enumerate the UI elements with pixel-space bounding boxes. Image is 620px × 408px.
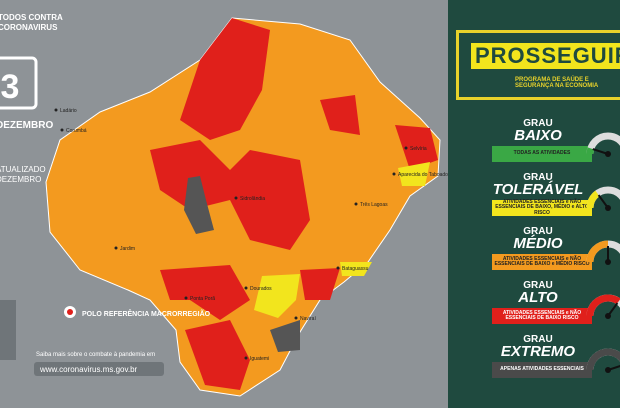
city-dot [354,202,358,206]
gauge [586,132,620,157]
city-label: Iguatemi [250,356,269,362]
program-box: PROSSEGUIR PROGRAMA DE SAÚDE E SEGURANÇA… [456,30,620,100]
city-dot [294,316,298,320]
legend-panel: PROSSEGUIR PROGRAMA DE SAÚDE E SEGURANÇA… [448,0,620,408]
region-alto [185,320,250,390]
city-dot [60,128,64,132]
day: 3 [1,68,20,106]
region-alto [160,265,250,320]
city-dot [114,246,118,250]
region-extremo [270,320,300,352]
city-dot [54,108,58,112]
gauge [586,348,620,373]
city-labels: Corumbá Ladário Três Lagoas Aparecida do Ta… [54,108,448,362]
gov-logo [0,300,16,360]
city-dot [234,196,238,200]
gauge-arc [586,190,600,209]
city-dot [392,172,396,176]
region-toleravel [254,274,300,318]
updated: DEZEMBRO [0,175,41,184]
map: TODOS CONTRA CORONAVIRUS 3 DEZEMBRO ATUA… [0,13,448,397]
gauge-hub [605,205,611,211]
city-label: Selvíria [410,146,427,152]
region-alto [150,140,310,250]
level-description: ATIVIDADES ESSENCIAIS e NÃO ESSENCIAIS D… [492,308,592,324]
gauge-arc [586,240,609,263]
level: GRAU ALTO ATIVIDADES ESSENCIAIS e NÃO ESSE… [448,280,620,330]
region-extremo [184,176,214,234]
city-dot [184,296,188,300]
city-label: Bataguassu [342,266,369,272]
gauge [586,240,620,265]
gauge [586,186,620,211]
gauge-arc [586,348,620,371]
polo-icon [67,309,73,315]
gauge-hub [605,259,611,265]
level-grau: GRAU [523,118,553,129]
level-description: ATIVIDADES ESSENCIAIS e NÃO ESSENCIAIS D… [492,254,592,270]
gauge-hub [605,151,611,157]
region-toleravel [398,162,430,186]
city-dot [404,146,408,150]
level-description: TODAS AS ATIVIDADES [492,146,592,162]
level-description: ATIVIDADES ESSENCIAIS e NÃO ESSENCIAIS D… [492,199,592,216]
gauge-arc [586,132,620,155]
city-label: Jardim [120,246,135,252]
gauge [586,294,620,319]
region-alto [395,125,438,170]
city-label: Ponta Porã [190,296,215,302]
gauge-hub [605,313,611,319]
level: GRAU TOLERÁVEL ATIVIDADES ESSENCIAIS e NÃO… [448,172,620,222]
city-label: Naviraí [300,316,316,322]
campaign: TODOS CONTRA [0,13,63,22]
city-label: Aparecida do Taboado [398,172,448,178]
level-name: ALTO [518,289,558,306]
level: GRAU EXTREMO APENAS ATIVIDADES ESSENCIAIS [448,334,620,384]
level: GRAU BAIXO TODAS AS ATIVIDADES [448,118,620,168]
level-name: EXTREMO [500,343,576,360]
city-label: Sidrolândia [240,196,265,202]
city-dot [244,356,248,360]
level-grau: GRAU [523,226,553,237]
city-label: Dourados [250,286,272,292]
level-grau: GRAU [523,172,553,183]
level-name: MÉDIO [513,235,563,252]
url-box [34,362,164,376]
level-name: TOLERÁVEL [492,181,584,198]
footer-info: Saiba mais sobre o combate à pandemia em [36,352,155,358]
gauge-arc [586,294,620,317]
updated: ATUALIZADO [0,165,46,174]
polo-label: POLO REFERÊNCIA MACRORREGIÃO [82,309,211,318]
level-grau: GRAU [523,280,553,291]
city-label: Corumbá [66,128,87,134]
program-subtitle: PROGRAMA DE SAÚDE E SEGURANÇA NA ECONOMI… [515,77,599,89]
city-label: Três Lagoas [360,202,388,208]
level-description: APENAS ATIVIDADES ESSENCIAIS [492,362,592,378]
region-alto [300,268,340,300]
month: DEZEMBRO [0,120,53,131]
gauge-hub [605,367,611,373]
city-dot [336,266,340,270]
program-title: PROSSEGUIR [471,43,620,69]
calendar-icon [0,56,38,110]
footer-url[interactable]: www.coronavirus.ms.gov.br [39,365,138,374]
level: GRAU MÉDIO ATIVIDADES ESSENCIAIS e NÃO ESS… [448,226,620,276]
region-toleravel [340,262,372,276]
level-grau: GRAU [523,334,553,345]
region-alto [320,95,360,135]
campaign: CORONAVIRUS [0,23,58,32]
region-alto [180,18,270,140]
level-name: BAIXO [514,127,562,144]
city-dot [244,286,248,290]
gauge-arc [586,147,595,155]
city-label: Ladário [60,108,77,114]
